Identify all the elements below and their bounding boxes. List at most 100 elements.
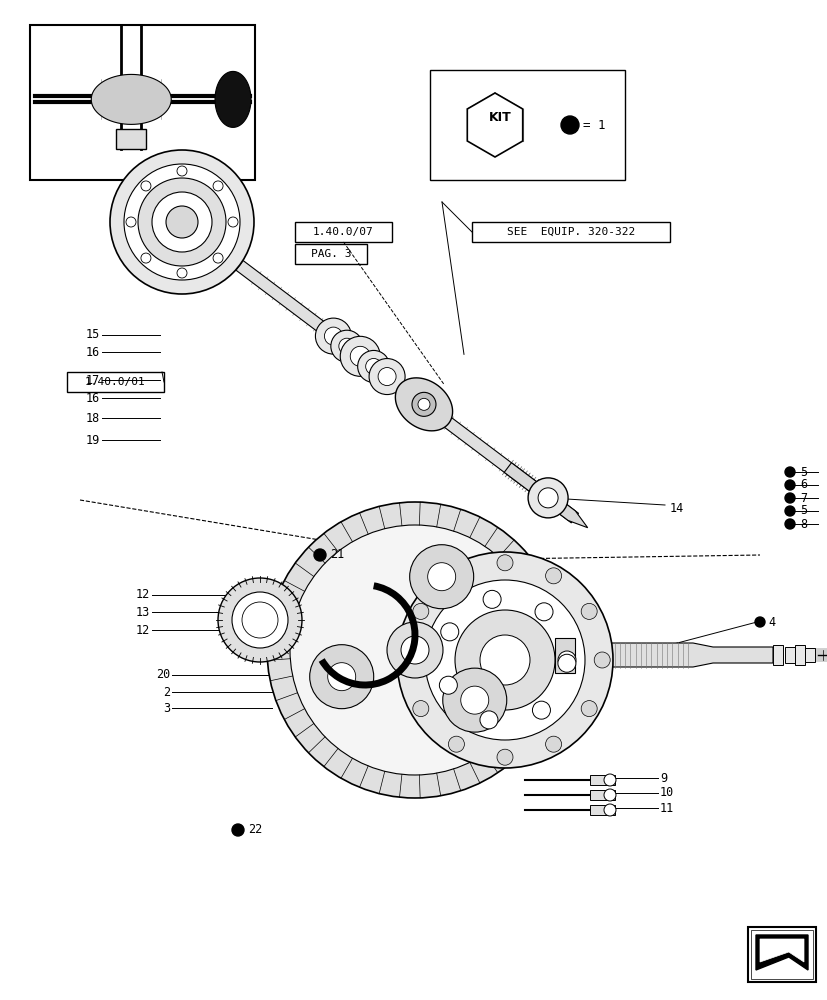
Circle shape: [784, 506, 794, 516]
Circle shape: [315, 318, 351, 354]
Circle shape: [366, 358, 381, 374]
Circle shape: [309, 645, 373, 709]
Circle shape: [357, 350, 390, 382]
Circle shape: [482, 590, 500, 608]
Circle shape: [324, 327, 342, 345]
Circle shape: [496, 749, 513, 765]
Text: 3: 3: [163, 702, 170, 714]
Bar: [804, 648, 814, 662]
Circle shape: [246, 606, 274, 634]
Circle shape: [561, 116, 578, 134]
Circle shape: [409, 545, 473, 609]
Text: 8: 8: [799, 518, 806, 530]
Circle shape: [124, 164, 240, 280]
Circle shape: [480, 635, 529, 685]
Circle shape: [534, 603, 552, 621]
Bar: [794, 645, 804, 665]
Circle shape: [603, 774, 615, 786]
Bar: [294, 244, 366, 264]
Bar: [772, 645, 782, 665]
Circle shape: [177, 166, 187, 176]
Text: 7: 7: [799, 491, 806, 504]
Bar: [590, 805, 614, 815]
Bar: [590, 790, 614, 800]
Circle shape: [138, 178, 226, 266]
Circle shape: [266, 502, 562, 798]
Circle shape: [784, 467, 794, 477]
Text: 12: 12: [136, 588, 150, 601]
Circle shape: [227, 217, 237, 227]
Bar: [750, 930, 812, 979]
Text: 12: 12: [136, 624, 150, 636]
Bar: [116, 129, 146, 149]
Text: 16: 16: [86, 391, 100, 404]
Bar: [784, 647, 794, 663]
Polygon shape: [759, 939, 803, 962]
Circle shape: [413, 701, 428, 717]
Circle shape: [327, 663, 356, 691]
Circle shape: [581, 701, 596, 717]
Polygon shape: [236, 261, 578, 523]
Text: 19: 19: [86, 434, 100, 446]
Circle shape: [177, 268, 187, 278]
Circle shape: [480, 711, 497, 729]
Circle shape: [126, 217, 136, 227]
Bar: [590, 775, 614, 785]
Circle shape: [532, 701, 550, 719]
Circle shape: [442, 668, 506, 732]
Circle shape: [455, 610, 554, 710]
Circle shape: [413, 603, 428, 619]
Circle shape: [241, 602, 278, 638]
Circle shape: [232, 592, 288, 648]
Circle shape: [313, 549, 326, 561]
Bar: [429, 70, 624, 180]
Bar: [747, 927, 815, 982]
Text: 22: 22: [248, 823, 262, 836]
Circle shape: [418, 398, 429, 410]
Circle shape: [754, 617, 764, 627]
Circle shape: [340, 336, 380, 376]
Circle shape: [386, 622, 442, 678]
Polygon shape: [755, 935, 807, 970]
Polygon shape: [572, 643, 772, 667]
Circle shape: [400, 636, 428, 664]
Circle shape: [165, 206, 198, 238]
Circle shape: [460, 686, 488, 714]
Text: 5: 5: [799, 504, 806, 518]
Circle shape: [350, 346, 370, 366]
Polygon shape: [394, 378, 452, 431]
Circle shape: [557, 654, 576, 672]
Text: 18: 18: [86, 412, 100, 424]
Circle shape: [378, 368, 395, 386]
Circle shape: [412, 392, 436, 416]
Bar: [294, 222, 391, 242]
Text: 11: 11: [659, 801, 673, 814]
Circle shape: [428, 563, 455, 591]
Bar: [471, 222, 669, 242]
Text: 13: 13: [136, 605, 150, 618]
Circle shape: [289, 525, 539, 775]
Circle shape: [213, 253, 222, 263]
Text: 21: 21: [330, 548, 344, 562]
Circle shape: [528, 478, 567, 518]
Circle shape: [213, 181, 222, 191]
Text: = 1: = 1: [582, 119, 605, 132]
Circle shape: [448, 736, 464, 752]
Circle shape: [581, 603, 596, 619]
Polygon shape: [466, 93, 522, 157]
Circle shape: [557, 651, 576, 669]
Polygon shape: [91, 74, 171, 124]
Circle shape: [369, 359, 404, 395]
Text: PAG. 3: PAG. 3: [310, 249, 351, 259]
Circle shape: [603, 789, 615, 801]
Text: KIT: KIT: [488, 111, 511, 124]
Text: 6: 6: [799, 479, 806, 491]
Circle shape: [424, 580, 585, 740]
Circle shape: [218, 578, 302, 662]
Circle shape: [440, 623, 458, 641]
Circle shape: [338, 338, 355, 354]
Circle shape: [496, 555, 513, 571]
Text: 17: 17: [86, 373, 100, 386]
Text: 1.40.0/07: 1.40.0/07: [313, 227, 374, 237]
Circle shape: [152, 192, 212, 252]
